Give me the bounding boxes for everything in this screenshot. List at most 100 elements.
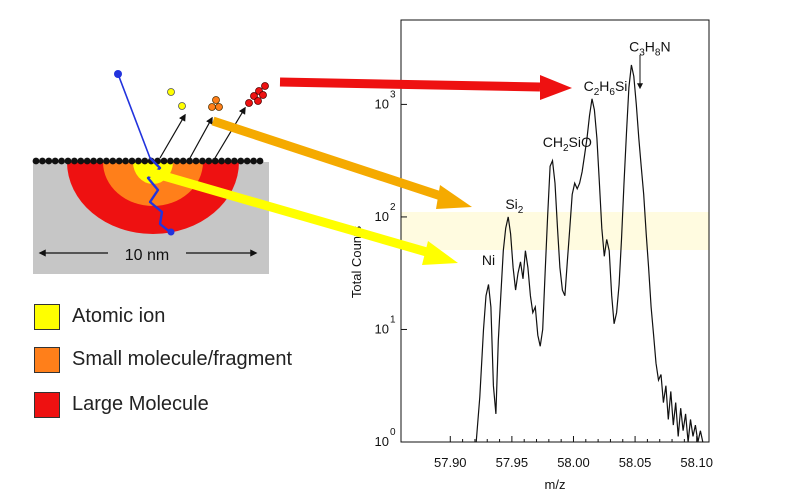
x-tick-label: 57.90 [434, 455, 467, 470]
x-tick-label: 58.10 [680, 455, 713, 470]
surface-atom [83, 157, 91, 165]
primary-ion [114, 70, 122, 78]
surface-atom [71, 157, 78, 165]
legend-label: Atomic ion [72, 305, 166, 327]
surface-atom [192, 157, 200, 165]
surface-atom [32, 157, 40, 165]
peak-label: Ni [482, 252, 495, 268]
spectrum-series-line [475, 64, 704, 443]
peak-label-text: SiO [569, 134, 592, 150]
surface-atom [45, 157, 53, 165]
peak-label-subscript: 8 [655, 47, 661, 58]
peak-label: Si2 [505, 196, 523, 216]
y-tick-exponent: 0 [390, 427, 396, 438]
legend-swatch-orange [34, 347, 60, 373]
peak-label-text: H [645, 38, 655, 54]
legend-swatch-red [34, 392, 60, 418]
surface-atom [39, 157, 46, 165]
ejected-large-molecules [245, 82, 269, 107]
peak-label: C2H6Si [584, 78, 628, 98]
connector-arrows [141, 75, 572, 265]
y-tick-label: 10 [375, 209, 389, 224]
surface-atom [109, 157, 117, 165]
peak-label-text: Ni [482, 252, 495, 268]
surface-atom [199, 157, 206, 165]
surface-atom [211, 157, 219, 165]
y-tick-label: 10 [375, 434, 389, 449]
peak-label: C3H8N [629, 38, 671, 58]
surface-atom [64, 157, 72, 165]
surface-atom [256, 157, 264, 165]
legend-label: Small molecule/fragment [72, 348, 293, 370]
peak-label-subscript: 3 [639, 47, 645, 58]
legend-swatch-yellow [34, 304, 60, 330]
legend-item-small-molecule: Small molecule/fragment [34, 345, 354, 375]
plot-frame [400, 19, 710, 443]
peak-label-text: CH [543, 134, 563, 150]
surface-atom [243, 157, 251, 165]
ejection-arrow-molecule [214, 106, 246, 159]
legend-item-atomic-ion: Atomic ion [34, 302, 354, 332]
y-tick-exponent: 3 [390, 89, 396, 100]
peak-label-subscript: 2 [563, 143, 569, 154]
surface-atom [128, 157, 136, 165]
x-axis-label: m/z [545, 477, 566, 492]
sputter-diagram: 10 nm [32, 70, 269, 274]
yellow-connector-arrow [141, 165, 458, 265]
scale-bar: 10 nm [38, 247, 258, 264]
peak-label-text: H [599, 78, 609, 94]
surface-atom [231, 157, 238, 165]
surface-atom [58, 157, 65, 165]
surface-atom [135, 157, 142, 165]
peak-label-text: C [629, 38, 639, 54]
peak-label-subscript: 2 [518, 205, 524, 216]
y-tick-exponent: 1 [390, 314, 396, 325]
y-tick-label: 10 [375, 321, 389, 336]
red-connector-arrow [279, 75, 572, 100]
surface-atom [173, 157, 181, 165]
surface-atom [51, 157, 59, 165]
highlight-band [401, 212, 709, 250]
y-tick-exponent: 2 [390, 202, 396, 213]
x-tick-label: 58.00 [557, 455, 590, 470]
surface-atom [77, 157, 85, 165]
scale-label: 10 nm [125, 247, 169, 264]
surface-atom [179, 157, 187, 165]
ejected-fragments [208, 96, 223, 111]
surface-atom [224, 157, 232, 165]
peak-label-text: Si [615, 78, 627, 94]
legend-item-large-molecule: Large Molecule [34, 390, 354, 420]
peak-label-text: Si [505, 196, 517, 212]
surface-atom [186, 157, 194, 165]
legend-label: Large Molecule [72, 393, 209, 415]
cascade-end [167, 228, 175, 236]
peak-label: CH2SiO [543, 134, 592, 154]
surface-atom [205, 157, 213, 165]
surface-atom [250, 157, 257, 165]
y-tick-label: 10 [375, 96, 389, 111]
surface-atom [90, 157, 97, 165]
y-axis-label: Total Counts [349, 225, 364, 298]
peak-label-text: C [584, 78, 594, 94]
x-axis: 57.90 57.95 58.00 58.05 58.10 [434, 436, 713, 470]
surface-atom [103, 157, 110, 165]
ejection-arrow-atomic [159, 113, 186, 159]
surface-atom [115, 157, 123, 165]
x-tick-label: 57.95 [496, 455, 529, 470]
primary-ion-trajectory [117, 73, 151, 159]
x-tick-label: 58.05 [619, 455, 652, 470]
surface-atom [122, 157, 129, 165]
peak-label-subscript: 2 [594, 87, 600, 98]
peak-label-subscript: 6 [609, 87, 615, 98]
surface-atom [160, 157, 168, 165]
surface-atom [141, 157, 149, 165]
surface-atom [237, 157, 245, 165]
surface-atom [218, 157, 226, 165]
ejected-atomic-ions [167, 88, 186, 110]
surface-atom [167, 157, 174, 165]
orange-connector-arrow [211, 116, 472, 209]
